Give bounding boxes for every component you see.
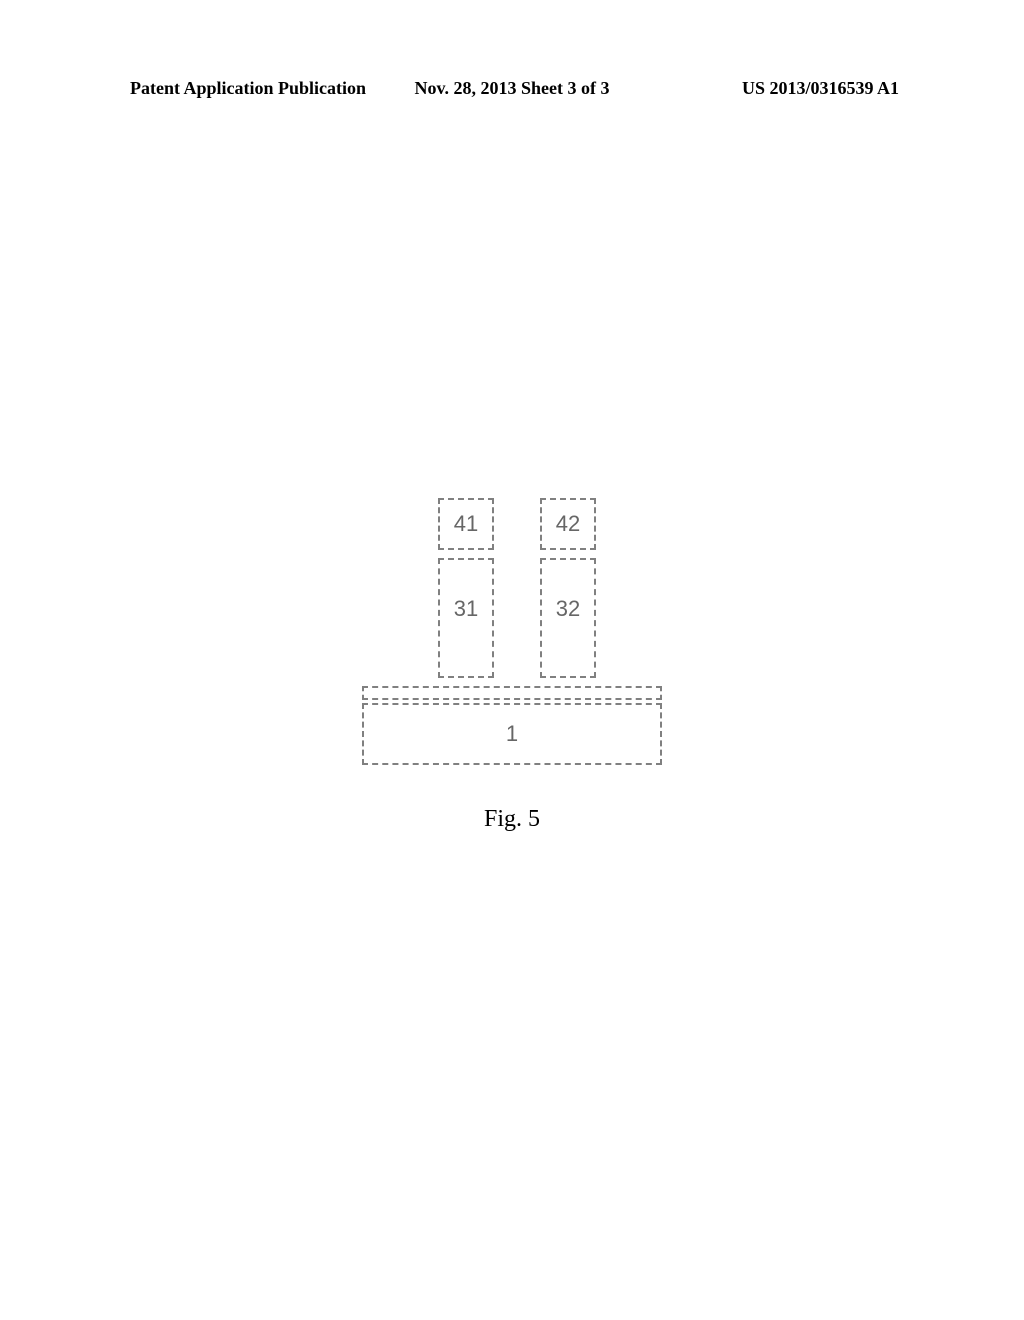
header-left: Patent Application Publication — [130, 78, 366, 99]
box-31-label: 31 — [454, 596, 478, 622]
box-1-label: 1 — [506, 721, 518, 747]
box-41-label: 41 — [454, 511, 478, 537]
box-42-label: 42 — [556, 511, 580, 537]
box-1: 1 — [362, 703, 662, 765]
header-right: US 2013/0316539 A1 — [742, 78, 899, 99]
page-header: Patent Application Publication Nov. 28, … — [0, 78, 1024, 99]
box-32: 32 — [540, 558, 596, 678]
box-32-label: 32 — [556, 596, 580, 622]
box-42: 42 — [540, 498, 596, 550]
box-41: 41 — [438, 498, 494, 550]
thin-bar — [362, 686, 662, 700]
figure-caption: Fig. 5 — [362, 806, 662, 833]
box-31: 31 — [438, 558, 494, 678]
header-center: Nov. 28, 2013 Sheet 3 of 3 — [415, 78, 610, 99]
figure-container: 41 42 31 32 1 Fig. 5 — [362, 498, 662, 833]
diagram: 41 42 31 32 1 — [362, 498, 662, 788]
